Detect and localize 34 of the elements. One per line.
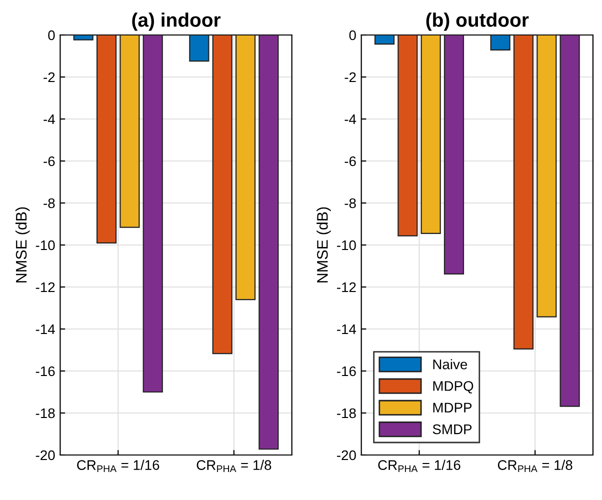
- x-tick-label: CR$_{PHA}$ = 1/8: [196, 460, 272, 472]
- y-tick-label: -14: [36, 324, 55, 334]
- y-tick-label: -4: [44, 114, 55, 124]
- y-tick-label: -8: [344, 198, 356, 208]
- y-axis-title: NMSE (dB): [15, 207, 30, 282]
- y-tick-label: 0: [349, 30, 356, 40]
- y-tick-label: -20: [36, 450, 55, 460]
- legend-label: MDPP: [433, 402, 472, 412]
- y-tick-label: -10: [36, 240, 55, 250]
- y-tick-label: -16: [36, 366, 55, 376]
- y-tick-label: -2: [344, 72, 356, 82]
- y-tick-label: -8: [44, 198, 55, 208]
- y-tick-label: -4: [344, 114, 356, 124]
- y-tick-label: -20: [337, 450, 356, 460]
- x-tick-label: CR$_{PHA}$ = 1/16: [378, 460, 460, 472]
- x-tick-label: CR$_{PHA}$ = 1/8: [498, 460, 572, 472]
- chart-title: (b) outdoor: [426, 12, 529, 31]
- legend-label: MDPQ: [433, 381, 474, 394]
- y-tick-label: -14: [337, 324, 356, 334]
- y-tick-label: -2: [44, 72, 55, 82]
- y-tick-label: -12: [337, 282, 356, 292]
- y-tick-label: -6: [44, 156, 55, 166]
- y-axis-title: NMSE (dB): [316, 207, 331, 282]
- legend-label: SMDP: [432, 424, 472, 434]
- y-tick-label: -18: [337, 408, 356, 418]
- y-tick-label: -18: [36, 408, 55, 418]
- y-tick-label: -16: [337, 366, 356, 376]
- x-tick-label: CR$_{PHA}$ = 1/16: [77, 460, 160, 472]
- legend-label: Naive: [433, 359, 468, 370]
- y-tick-label: 0: [48, 30, 55, 40]
- chart-title: (a) indoor: [132, 12, 221, 31]
- y-tick-label: -12: [36, 282, 55, 292]
- y-tick-label: -6: [344, 156, 356, 166]
- y-tick-label: -10: [337, 240, 356, 250]
